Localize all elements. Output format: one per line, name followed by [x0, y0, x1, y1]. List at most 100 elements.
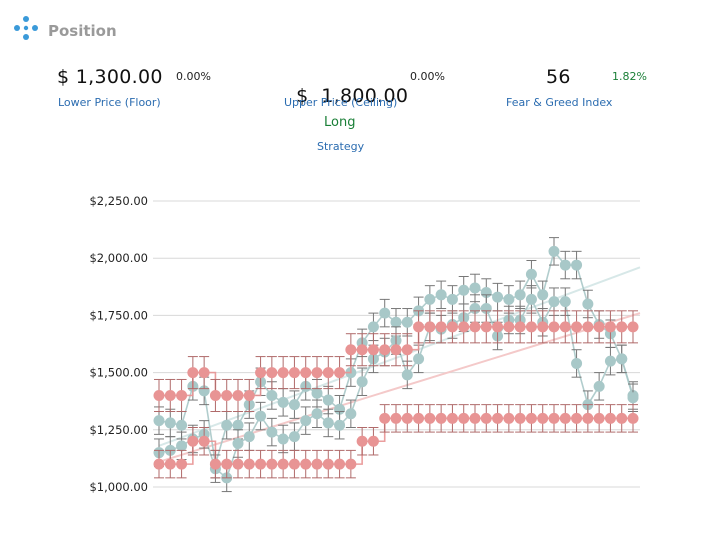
- price-point: [469, 282, 481, 294]
- floor-stat: $ 1,300.00: [57, 66, 163, 88]
- price-point: [221, 419, 233, 431]
- band-point: [616, 412, 628, 424]
- band-point: [300, 458, 312, 470]
- band-point: [424, 321, 436, 333]
- band-point: [209, 458, 221, 470]
- price-point: [288, 399, 300, 411]
- band-point: [232, 458, 244, 470]
- band-point: [446, 412, 458, 424]
- position-icon: [14, 16, 38, 40]
- price-point: [232, 438, 244, 450]
- fear-greed-value: 56: [546, 66, 571, 88]
- band-point: [255, 367, 267, 379]
- band-point: [187, 367, 199, 379]
- band-point: [503, 412, 515, 424]
- price-point: [627, 392, 639, 404]
- price-point: [537, 289, 549, 301]
- band-point: [334, 367, 346, 379]
- band-point: [525, 412, 537, 424]
- band-point: [548, 321, 560, 333]
- band-point: [435, 321, 447, 333]
- strategy-value: Long: [324, 115, 356, 130]
- band-point: [627, 412, 639, 424]
- price-point: [277, 396, 289, 408]
- strategy-label[interactable]: Strategy: [317, 140, 365, 153]
- price-point: [176, 419, 188, 431]
- ceiling-change: 0.00%: [410, 70, 445, 83]
- band-point: [492, 412, 504, 424]
- band-point: [288, 458, 300, 470]
- band-point: [593, 321, 605, 333]
- band-point: [514, 412, 526, 424]
- band-point: [209, 389, 221, 401]
- band-point: [469, 321, 481, 333]
- y-tick-label: $1,750.00: [89, 308, 148, 322]
- band-point: [390, 344, 402, 356]
- price-point: [559, 296, 571, 308]
- price-point: [401, 369, 413, 381]
- band-point: [176, 458, 188, 470]
- band-point: [559, 321, 571, 333]
- price-point: [322, 394, 334, 406]
- band-point: [537, 321, 549, 333]
- band-point: [401, 344, 413, 356]
- price-point: [266, 389, 278, 401]
- price-point: [571, 357, 583, 369]
- band-point: [277, 367, 289, 379]
- price-point: [458, 284, 470, 296]
- band-point: [514, 321, 526, 333]
- band-point: [322, 367, 334, 379]
- price-point: [322, 417, 334, 429]
- ceiling-label[interactable]: Upper Price (Ceiling): [284, 96, 398, 109]
- band-point: [164, 458, 176, 470]
- fear-greed-label[interactable]: Fear & Greed Index: [506, 96, 613, 109]
- price-point: [379, 307, 391, 319]
- band-point: [153, 458, 165, 470]
- price-point: [334, 419, 346, 431]
- ceiling-value: $ 1,800.00: [296, 85, 409, 107]
- price-point: [345, 408, 357, 420]
- trend-line: [158, 266, 641, 447]
- band-point: [627, 321, 639, 333]
- band-point: [255, 458, 267, 470]
- band-point: [356, 344, 368, 356]
- price-point: [401, 316, 413, 328]
- price-point: [367, 321, 379, 333]
- band-point: [604, 321, 616, 333]
- band-point: [345, 458, 357, 470]
- price-point: [492, 291, 504, 303]
- price-point: [288, 431, 300, 443]
- band-point: [311, 367, 323, 379]
- band-point: [458, 321, 470, 333]
- price-point: [571, 259, 583, 271]
- price-point: [356, 376, 368, 388]
- y-tick-label: $1,500.00: [89, 366, 148, 380]
- band-point: [435, 412, 447, 424]
- band-point: [616, 321, 628, 333]
- price-point: [300, 415, 312, 427]
- band-point: [221, 458, 233, 470]
- price-point: [435, 289, 447, 301]
- band-point: [176, 389, 188, 401]
- band-point: [593, 412, 605, 424]
- price-point: [514, 289, 526, 301]
- price-point: [593, 380, 605, 392]
- band-point: [198, 367, 210, 379]
- band-point: [548, 412, 560, 424]
- y-tick-label: $1,000.00: [89, 480, 148, 494]
- price-point: [311, 408, 323, 420]
- band-point: [221, 389, 233, 401]
- band-point: [266, 367, 278, 379]
- price-point: [604, 355, 616, 367]
- y-tick-label: $2,250.00: [89, 194, 148, 208]
- band-point: [390, 412, 402, 424]
- price-point: [232, 419, 244, 431]
- price-point: [243, 431, 255, 443]
- floor-label[interactable]: Lower Price (Floor): [58, 96, 161, 109]
- ceiling-stat: $ 1,800.00: [286, 66, 408, 107]
- price-point: [446, 293, 458, 305]
- band-point: [187, 435, 199, 447]
- band-point: [571, 412, 583, 424]
- band-point: [288, 367, 300, 379]
